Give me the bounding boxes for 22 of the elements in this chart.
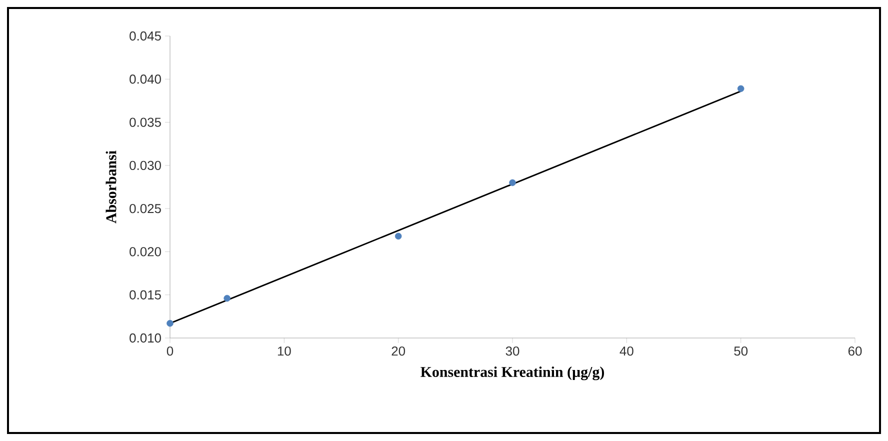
- y-tick-label: 0.025: [130, 204, 161, 214]
- x-tick-label: 0: [166, 346, 174, 356]
- x-tick-label: 10: [278, 346, 291, 356]
- y-tick-label: 0.020: [130, 247, 161, 256]
- x-tick-label: 50: [734, 346, 748, 356]
- y-tick-label: 0.035: [130, 118, 161, 127]
- point: [737, 85, 744, 92]
- y-tick-label: 0.045: [130, 31, 161, 41]
- y-tick-label: 0.015: [130, 290, 161, 300]
- y-tick-label: 0.040: [130, 74, 161, 84]
- point: [166, 320, 174, 327]
- point: [394, 232, 402, 240]
- x-tick-label: 60: [848, 346, 862, 356]
- point: [224, 294, 230, 302]
- x-tick-label: 40: [620, 346, 634, 356]
- y-tick-label: 0.030: [130, 160, 161, 170]
- y-axis-title: Absorbansi: [106, 150, 116, 224]
- x-tick-label: 20: [392, 346, 406, 356]
- y-tick-label: 0.010: [130, 333, 161, 343]
- x-tick-label: 30: [506, 346, 520, 356]
- point: [509, 179, 516, 186]
- x-axis-title: Konsentrasi Kreatinin (µg/g): [420, 366, 604, 380]
